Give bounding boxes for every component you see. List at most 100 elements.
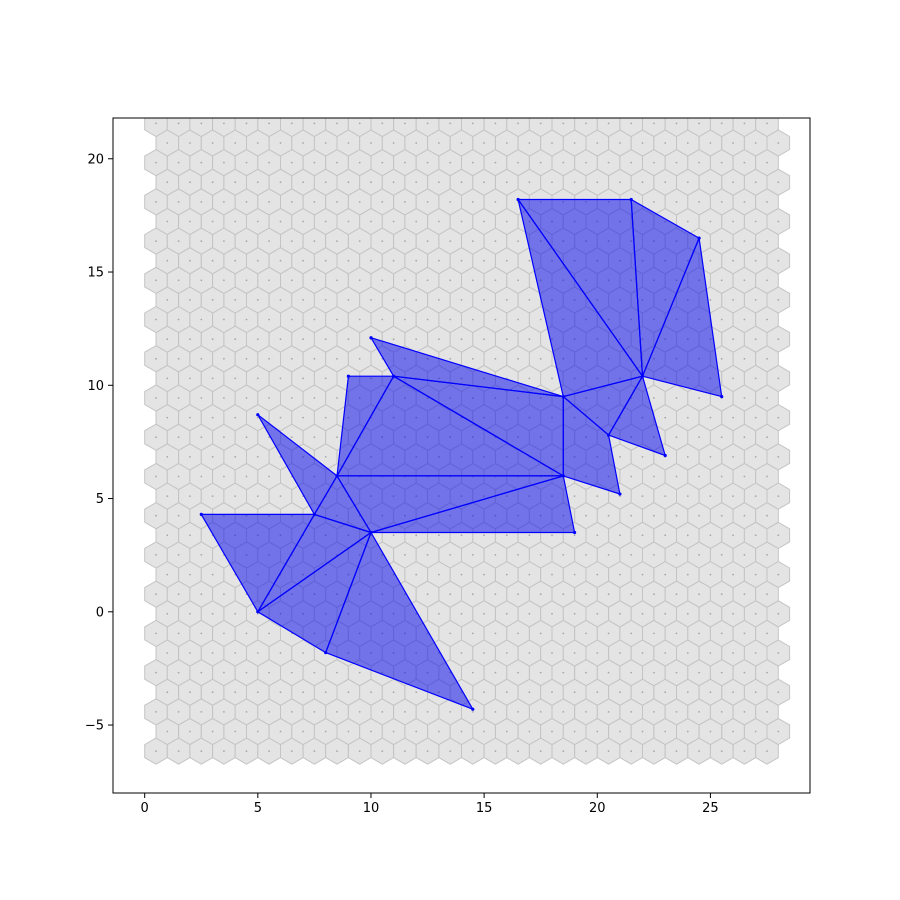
hex-center-dot [313, 711, 316, 713]
hex-center-dot [505, 220, 508, 223]
hex-center-dot [392, 691, 395, 694]
hex-center-dot [358, 711, 361, 713]
vertex-point [697, 236, 701, 240]
hex-center-dot [743, 122, 746, 125]
hex-center-dot [404, 122, 406, 125]
hex-center-dot [358, 161, 361, 164]
hex-center-dot [732, 573, 734, 576]
hex-center-dot [743, 357, 746, 360]
hex-center-dot [698, 671, 700, 674]
hex-center-dot [573, 573, 576, 576]
hex-center-dot [528, 612, 531, 615]
y-tick-label: 10 [87, 379, 104, 394]
hex-center-dot [302, 338, 304, 341]
hex-center-dot [596, 730, 599, 733]
hex-center-dot [460, 573, 463, 576]
hex-center-dot [664, 612, 667, 615]
hex-center-dot [709, 416, 712, 419]
hex-center-dot [653, 593, 655, 596]
hex-center-dot [290, 436, 293, 439]
hex-center-dot [562, 554, 565, 556]
hex-center-dot [675, 122, 678, 125]
hex-center-dot [245, 318, 248, 321]
hex-center-dot [698, 554, 700, 556]
hex-center-dot [607, 122, 610, 125]
hex-center-dot [189, 534, 191, 537]
hex-center-dot [415, 534, 418, 537]
hex-center-dot [155, 397, 157, 399]
hex-center-dot [494, 554, 497, 556]
hex-center-dot [551, 377, 553, 380]
hex-center-dot [438, 259, 440, 262]
hex-center-dot [155, 554, 157, 556]
hex-center-dot [754, 220, 757, 223]
hex-center-dot [664, 142, 667, 144]
hex-center-dot [245, 240, 248, 243]
hex-center-dot [732, 220, 734, 223]
hex-center-dot [686, 652, 689, 654]
hex-center-dot [302, 730, 304, 733]
hex-center-dot [234, 495, 237, 497]
hex-center-dot [505, 730, 508, 733]
hex-center-dot [754, 338, 757, 341]
hex-center-dot [200, 240, 203, 243]
hex-center-dot [698, 161, 700, 164]
hex-center-dot [596, 573, 599, 576]
hex-center-dot [777, 181, 780, 184]
hex-center-dot [200, 122, 203, 125]
hex-center-dot [494, 279, 497, 282]
hex-center-dot [189, 142, 191, 144]
hex-center-dot [415, 730, 418, 733]
hex-center-dot [189, 220, 191, 223]
hex-center-dot [630, 475, 633, 478]
x-tick-label: 0 [141, 801, 149, 816]
hex-center-dot [686, 181, 689, 184]
hex-center-dot [743, 671, 746, 674]
hex-center-dot [539, 357, 542, 360]
hex-center-dot [539, 161, 542, 164]
hex-center-dot [596, 181, 599, 184]
hex-center-dot [539, 632, 542, 635]
hex-center-dot [653, 201, 655, 203]
hex-center-dot [732, 181, 734, 184]
hex-center-dot [777, 338, 780, 341]
hex-center-dot [653, 514, 655, 517]
y-tick-label: 15 [87, 266, 104, 281]
hex-center-dot [471, 593, 474, 596]
hex-center-dot [166, 730, 169, 733]
hex-center-dot [709, 612, 712, 615]
hex-center-dot [720, 161, 723, 164]
hex-center-dot [664, 416, 667, 419]
hex-center-dot [528, 691, 531, 694]
hex-center-dot [381, 122, 384, 125]
hex-center-dot [223, 593, 225, 596]
hex-center-dot [698, 593, 700, 596]
hex-center-dot [200, 554, 203, 556]
hex-center-dot [392, 338, 395, 341]
polygon-6 [370, 337, 564, 398]
hex-center-dot [596, 691, 599, 694]
hex-center-dot [234, 730, 237, 733]
vertex-point [663, 453, 667, 458]
hex-center-dot [358, 318, 361, 321]
hex-center-dot [290, 161, 293, 164]
hex-center-dot [166, 691, 169, 694]
hex-center-dot [370, 259, 372, 262]
hex-center-dot [290, 750, 293, 752]
hex-center-dot [766, 397, 768, 399]
hex-center-dot [155, 475, 157, 478]
hex-center-dot [177, 279, 180, 282]
hex-center-dot [245, 161, 248, 164]
hex-center-dot [471, 201, 474, 203]
hex-center-dot [777, 534, 780, 537]
hex-center-dot [449, 357, 452, 360]
hex-center-dot [607, 554, 610, 556]
hex-center-dot [607, 161, 610, 164]
hex-center-dot [505, 652, 508, 654]
hex-center-dot [630, 554, 633, 556]
hex-center-dot [528, 299, 531, 301]
hex-center-dot [573, 612, 576, 615]
hex-center-dot [777, 377, 780, 380]
hex-center-dot [256, 338, 259, 341]
